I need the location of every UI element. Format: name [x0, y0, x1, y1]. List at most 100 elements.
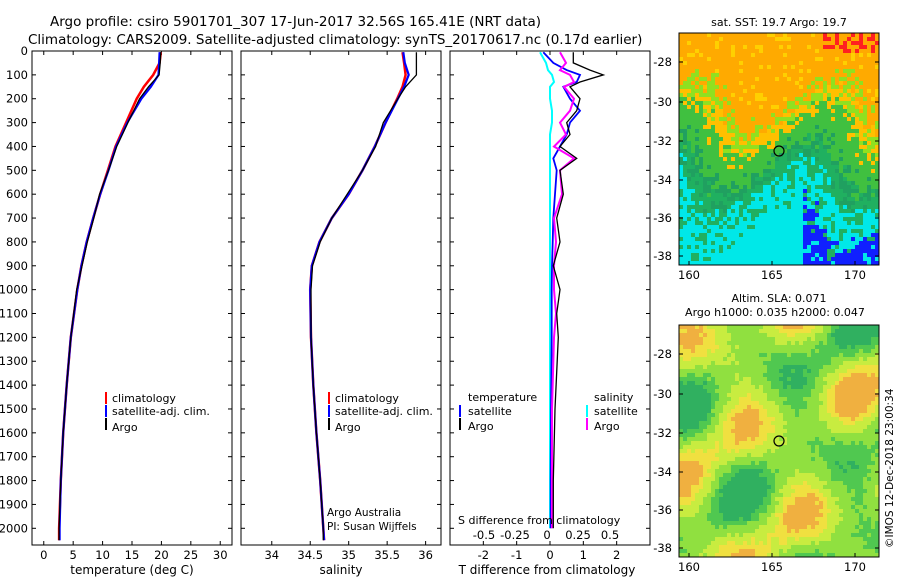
map-cell — [819, 437, 824, 442]
map-cell — [835, 177, 840, 182]
map-cell — [839, 61, 844, 66]
map-cell — [699, 181, 704, 186]
map-cell — [779, 33, 784, 38]
map-cell — [839, 461, 844, 466]
map-cell — [743, 253, 748, 258]
map-cell — [819, 89, 824, 94]
series-line-t-satellite — [542, 51, 582, 529]
map-cell — [703, 433, 708, 438]
map-cell — [799, 257, 804, 262]
map-cell — [727, 457, 732, 462]
map-cell — [719, 161, 724, 166]
map-cell — [719, 113, 724, 118]
map-cell — [843, 329, 848, 334]
map-cell — [783, 389, 788, 394]
map-cell — [843, 121, 848, 126]
map-cell — [791, 233, 796, 238]
map-cell — [747, 53, 752, 58]
map-cell — [835, 161, 840, 166]
map-cell — [719, 457, 724, 462]
map-cell — [743, 325, 748, 330]
map-cell — [819, 465, 824, 470]
map-cell — [707, 125, 712, 130]
map-cell — [823, 425, 828, 430]
map-cell — [803, 449, 808, 454]
map-cell — [791, 121, 796, 126]
map-cell — [751, 465, 756, 470]
map-cell — [687, 361, 692, 366]
map-cell — [687, 365, 692, 370]
map-cell — [775, 429, 780, 434]
map-cell — [771, 253, 776, 258]
map-cell — [775, 433, 780, 438]
map-cell — [707, 365, 712, 370]
map-cell — [755, 353, 760, 358]
map-cell — [795, 397, 800, 402]
map-cell — [847, 365, 852, 370]
map-cell — [779, 233, 784, 238]
map-cell — [747, 97, 752, 102]
map-cell — [719, 37, 724, 42]
map-cell — [743, 145, 748, 150]
map-cell — [683, 69, 688, 74]
map-cell — [835, 325, 840, 330]
map-cell — [719, 421, 724, 426]
map-cell — [783, 225, 788, 230]
map-cell — [871, 101, 876, 106]
map-cell — [859, 157, 864, 162]
x-tick-label: 0 — [40, 548, 47, 562]
map-cell — [747, 217, 752, 222]
map-cell — [847, 93, 852, 98]
map-cell — [679, 369, 684, 374]
map-cell — [787, 137, 792, 142]
map-cell — [847, 441, 852, 446]
map-cell — [827, 73, 832, 78]
map-cell — [767, 109, 772, 114]
map-cell — [783, 141, 788, 146]
map-cell — [847, 149, 852, 154]
map-cell — [859, 425, 864, 430]
map-cell — [847, 201, 852, 206]
map-cell — [711, 85, 716, 90]
map-cell — [739, 113, 744, 118]
map-cell — [695, 69, 700, 74]
map-cell — [775, 237, 780, 242]
map-cell — [719, 173, 724, 178]
map-cell — [791, 197, 796, 202]
map-cell — [779, 453, 784, 458]
map-cell — [795, 53, 800, 58]
map-cell — [755, 97, 760, 102]
map-cell — [679, 397, 684, 402]
map-cell — [815, 465, 820, 470]
map-cell — [815, 153, 820, 158]
map-cell — [791, 205, 796, 210]
map-cell — [767, 357, 772, 362]
map-cell — [711, 397, 716, 402]
map-cell — [855, 337, 860, 342]
map-cell — [683, 33, 688, 38]
map-cell — [731, 69, 736, 74]
map-cell — [763, 421, 768, 426]
map-cell — [859, 373, 864, 378]
map-cell — [739, 229, 744, 234]
map-cell — [803, 189, 808, 194]
map-cell — [735, 377, 740, 382]
map-cell — [803, 213, 808, 218]
map-cell — [839, 449, 844, 454]
map-cell — [743, 457, 748, 462]
map-cell — [791, 209, 796, 214]
map-cell — [851, 417, 856, 422]
map-cell — [819, 217, 824, 222]
map-cell — [755, 409, 760, 414]
map-cell — [707, 341, 712, 346]
map-cell — [751, 449, 756, 454]
map-cell — [687, 337, 692, 342]
map-cell — [827, 253, 832, 258]
map-cell — [711, 41, 716, 46]
map-cell — [719, 221, 724, 226]
map-cell — [767, 89, 772, 94]
map-cell — [747, 341, 752, 346]
map-cell — [859, 89, 864, 94]
map-cell — [851, 105, 856, 110]
map-cell — [787, 169, 792, 174]
